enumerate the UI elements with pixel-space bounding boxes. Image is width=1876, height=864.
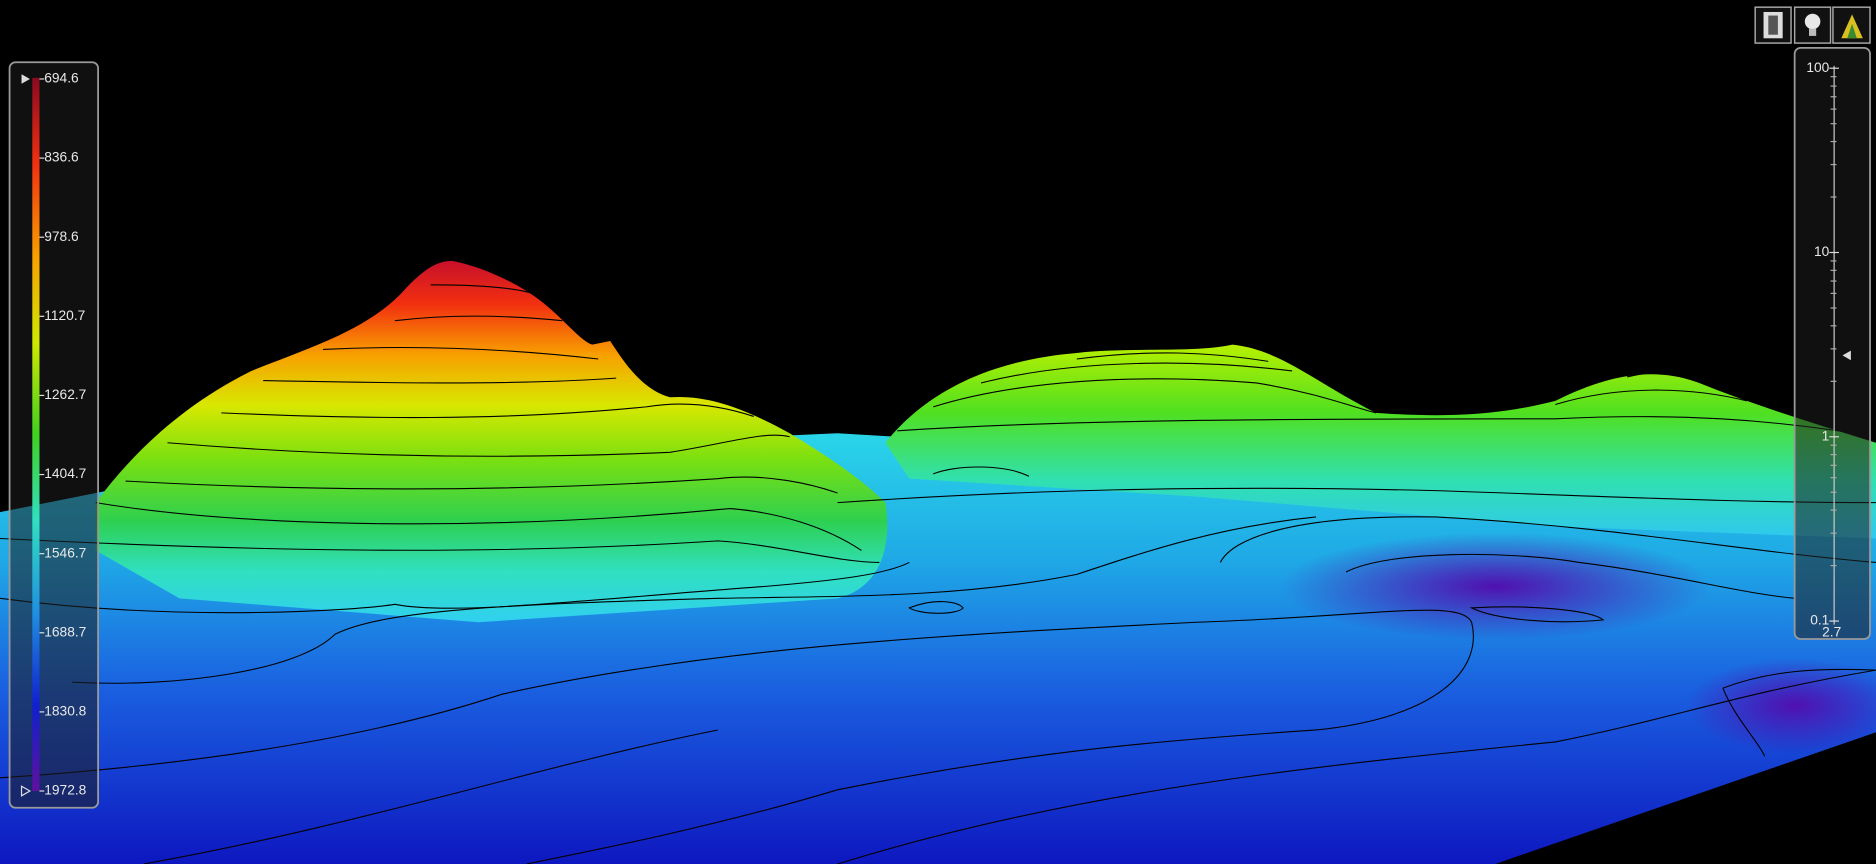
scale-label: 10 bbox=[1814, 244, 1830, 259]
legend-label: 1120.7 bbox=[44, 308, 85, 323]
legend-label: 978.6 bbox=[44, 229, 79, 244]
terrain-hills bbox=[885, 344, 1876, 539]
terrain-edge bbox=[1495, 732, 1876, 864]
contour-lines bbox=[0, 284, 1876, 864]
legend-label: 1688.7 bbox=[44, 624, 86, 639]
bulb-icon bbox=[1809, 28, 1817, 36]
toolbar bbox=[1754, 6, 1871, 44]
terrain-button[interactable] bbox=[1832, 6, 1871, 44]
scale-label: 100 bbox=[1806, 60, 1829, 75]
legend-label: 694.6 bbox=[44, 71, 79, 86]
legend-label: 1404.7 bbox=[44, 466, 86, 481]
legend-label: 1972.8 bbox=[44, 783, 86, 798]
terrain-depression bbox=[1686, 658, 1876, 754]
lower-handle[interactable] bbox=[20, 785, 32, 797]
upper-handle[interactable] bbox=[21, 74, 30, 84]
terrain-depression bbox=[1280, 532, 1711, 641]
scale-label: 1 bbox=[1822, 428, 1830, 443]
legend-frame bbox=[8, 61, 100, 809]
color-ramp bbox=[32, 77, 40, 792]
legend-label: 1830.8 bbox=[44, 704, 86, 719]
film-button[interactable] bbox=[1754, 6, 1792, 44]
color-legend: 694.6 836.6 978.6 1120.7 1262.7 1404.7 1546.7 1… bbox=[8, 61, 100, 809]
legend-label: 1262.7 bbox=[44, 387, 86, 402]
light-button[interactable] bbox=[1793, 6, 1832, 44]
scale-frame bbox=[1793, 46, 1871, 640]
scale-handle[interactable] bbox=[1842, 350, 1851, 361]
terrain-mountain bbox=[95, 260, 888, 623]
scale-label: 0.1 bbox=[1810, 613, 1829, 628]
legend-label: 1546.7 bbox=[44, 545, 86, 560]
exaggeration-scale: 100 10 1 0.1 2.7 bbox=[1793, 46, 1871, 640]
button-frame[interactable] bbox=[1832, 6, 1871, 44]
button-frame[interactable] bbox=[1793, 6, 1832, 44]
peak-icon bbox=[1847, 23, 1857, 39]
legend-label: 836.6 bbox=[44, 150, 79, 165]
current-exaggeration: 2.7 bbox=[1822, 625, 1841, 640]
film-icon bbox=[1768, 15, 1778, 35]
bulb-icon bbox=[1804, 13, 1821, 30]
